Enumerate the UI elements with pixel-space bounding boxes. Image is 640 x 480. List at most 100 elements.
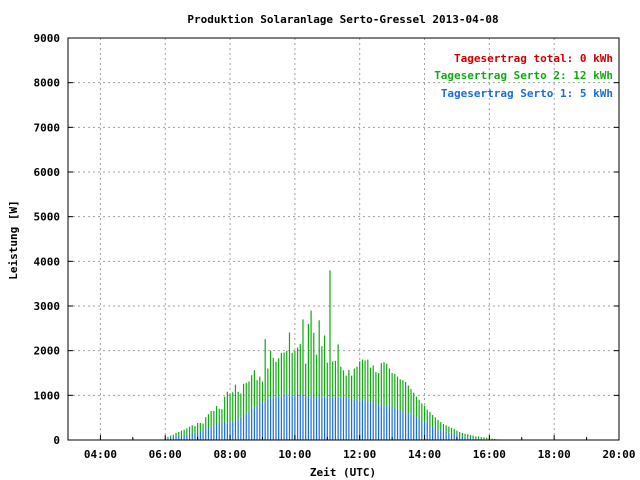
bar-serto-1 [329,397,331,440]
bar-serto-2 [429,411,431,425]
bar-serto-2 [334,360,337,397]
y-tick-label: 7000 [34,121,61,134]
bar-serto-1 [423,421,426,440]
bar-serto-1 [396,408,399,440]
bar-serto-1 [450,433,453,440]
bar-serto-1 [278,396,280,440]
legend-serto-1: Tagesertrag Serto 1: 5 kWh [441,87,613,100]
bar-serto-2 [383,362,385,406]
bar-serto-1 [421,420,423,440]
bar-serto-1 [283,395,285,440]
bar-serto-1 [213,425,215,440]
bar-serto-1 [361,399,364,440]
bar-serto-2 [310,310,312,398]
bar-serto-2 [345,375,347,399]
bar-serto-1 [437,428,439,440]
bar-serto-2 [197,423,199,432]
bar-serto-1 [461,436,463,440]
bar-serto-1 [453,433,455,440]
bar-serto-1 [434,427,436,440]
y-tick-label: 4000 [34,255,61,268]
bar-serto-1 [251,408,253,440]
bar-serto-2 [259,376,261,404]
bar-serto-2 [394,373,396,408]
bar-serto-2 [486,437,488,440]
bar-serto-2 [302,319,304,394]
x-tick-label: 14:00 [408,448,441,461]
bar-serto-2 [415,396,418,417]
bar-serto-1 [207,427,210,440]
bar-serto-1 [359,400,361,440]
bar-serto-1 [226,423,228,440]
bar-serto-1 [299,395,301,440]
bar-serto-1 [232,421,234,440]
bar-serto-1 [432,426,434,440]
bar-serto-2 [399,379,401,411]
bar-serto-2 [342,370,345,398]
bar-serto-1 [378,404,380,440]
bar-serto-2 [475,436,477,439]
bar-serto-2 [372,365,374,403]
bar-serto-2 [194,426,196,433]
bar-serto-1 [353,399,355,440]
bar-serto-1 [402,411,404,440]
bar-serto-1 [294,395,296,440]
bar-serto-2 [445,425,447,432]
bar-serto-1 [248,411,250,440]
bar-serto-2 [407,385,409,414]
bar-serto-1 [221,423,223,440]
bar-serto-2 [456,430,458,435]
bar-serto-1 [188,433,191,440]
bar-serto-2 [299,343,301,396]
bar-serto-1 [477,438,480,440]
bar-serto-1 [275,395,277,440]
bar-serto-1 [180,435,183,440]
bar-serto-1 [342,397,345,440]
bar-serto-1 [459,435,461,440]
bar-serto-1 [386,406,388,440]
bar-serto-1 [399,410,401,440]
bar-serto-2 [494,438,496,440]
bar-serto-1 [440,430,442,440]
bar-serto-2 [199,423,201,432]
bar-serto-2 [286,350,288,394]
bar-serto-2 [321,346,323,398]
bar-serto-1 [334,396,337,440]
bar-serto-2 [375,372,377,404]
bar-serto-2 [280,352,282,398]
bar-serto-2 [388,368,391,407]
bar-serto-2 [437,419,439,429]
bar-serto-2 [170,435,172,438]
bar-serto-2 [226,391,228,424]
bar-serto-2 [369,367,372,403]
x-tick-label: 18:00 [538,448,571,461]
bar-serto-2 [229,393,231,423]
bar-serto-2 [332,361,334,398]
bar-serto-2 [469,435,472,438]
bar-serto-1 [448,432,450,440]
bar-serto-2 [318,320,320,397]
bar-serto-1 [326,398,328,440]
chart-title: Produktion Solaranlage Serto-Gressel 201… [187,13,498,26]
bar-serto-2 [359,361,361,401]
bar-serto-2 [180,430,183,436]
bar-serto-2 [267,368,269,400]
bar-serto-1 [191,433,193,440]
bar-serto-1 [205,428,207,440]
bar-serto-1 [364,401,366,440]
bar-serto-2 [188,426,191,434]
bar-serto-2 [305,363,307,397]
bar-serto-1 [202,430,204,440]
x-ticks: 04:00 06:00 08:00 10:00 12:00 14:00 16:00 18:00… [67,435,636,461]
bar-serto-2 [205,417,207,429]
bar-serto-2 [491,438,493,440]
bar-serto-2 [356,366,358,399]
bar-serto-2 [405,381,407,413]
bar-serto-1 [170,437,172,440]
bar-serto-1 [245,413,247,440]
bar-serto-1 [445,431,447,440]
bar-serto-2 [418,399,420,419]
bar-serto-1 [475,438,477,440]
y-tick-label: 0 [53,434,60,447]
bar-serto-1 [321,397,323,440]
